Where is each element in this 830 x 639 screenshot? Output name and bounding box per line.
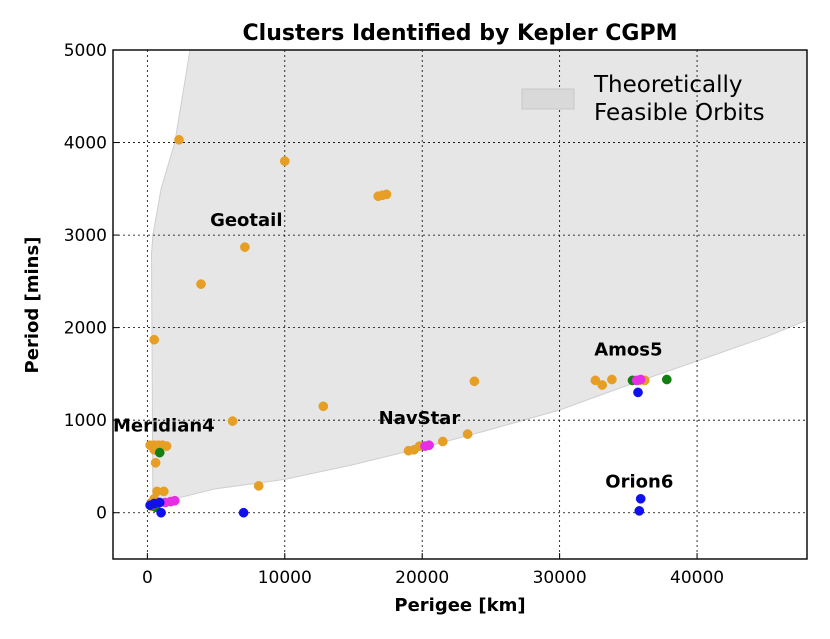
data-point-orange bbox=[462, 429, 473, 439]
data-point-orange bbox=[240, 242, 250, 252]
data-point-orange bbox=[227, 416, 238, 426]
data-point-orange bbox=[158, 486, 169, 497]
x-tick-label: 0 bbox=[142, 568, 153, 588]
data-point-orange bbox=[437, 436, 448, 447]
legend-swatch bbox=[521, 88, 575, 110]
data-point-blue bbox=[634, 506, 645, 516]
chart-title: Clusters Identified by Kepler CGPM bbox=[243, 21, 678, 46]
x-tick-label: 10000 bbox=[258, 568, 312, 588]
data-point-blue bbox=[635, 493, 646, 504]
x-axis-label: Perigee [km] bbox=[394, 595, 525, 616]
data-point-blue bbox=[145, 500, 155, 511]
plot-frame bbox=[112, 49, 808, 560]
y-tick-label: 0 bbox=[96, 504, 107, 524]
data-point-orange bbox=[253, 481, 264, 491]
x-tick-label: 30000 bbox=[533, 568, 587, 588]
point-layer bbox=[145, 134, 672, 518]
data-point-green bbox=[661, 374, 672, 385]
y-tick-label: 4000 bbox=[64, 134, 107, 154]
data-point-orange bbox=[318, 401, 329, 412]
data-point-orange bbox=[590, 375, 601, 386]
data-point-magenta bbox=[424, 440, 434, 451]
data-point-blue bbox=[156, 507, 166, 518]
data-point-orange bbox=[279, 156, 290, 166]
tick-layer: 0 10000 20000 30000 40000 0 1000 2000 3000 4000 50… bbox=[64, 41, 724, 588]
data-point-magenta bbox=[635, 374, 646, 385]
legend-label-line2: Feasible Orbits bbox=[594, 100, 765, 126]
y-tick-label: 1000 bbox=[64, 411, 107, 431]
annotation-meridian4: Meridian4 bbox=[113, 415, 215, 436]
data-point-orange bbox=[607, 374, 617, 385]
data-point-orange bbox=[174, 134, 184, 145]
annotation-geotail: Geotail bbox=[210, 210, 282, 231]
y-axis-label: Period [mins] bbox=[22, 237, 43, 374]
data-point-orange bbox=[196, 279, 206, 289]
data-point-blue bbox=[633, 387, 643, 398]
y-tick-label: 5000 bbox=[64, 41, 107, 61]
y-tick-label: 2000 bbox=[64, 319, 107, 339]
data-point-orange bbox=[597, 380, 608, 390]
data-point-blue bbox=[154, 497, 165, 508]
data-point-orange bbox=[149, 334, 160, 345]
legend-label-line1: Theoretically bbox=[593, 72, 743, 98]
data-point-orange bbox=[469, 376, 480, 387]
annotation-orion6: Orion6 bbox=[605, 472, 673, 493]
annotation-amos5: Amos5 bbox=[594, 339, 662, 360]
x-tick-label: 20000 bbox=[395, 568, 449, 588]
y-tick-label: 3000 bbox=[64, 226, 107, 246]
data-point-orange bbox=[150, 457, 161, 468]
annotation-navstar: NavStar bbox=[379, 408, 461, 429]
data-point-magenta bbox=[169, 495, 180, 506]
data-point-orange bbox=[381, 189, 392, 200]
annotation-layer: Geotail Meridian4 NavStar Amos5 Orion6 bbox=[113, 210, 673, 493]
legend: Theoretically Feasible Orbits bbox=[521, 72, 765, 126]
x-tick-label: 40000 bbox=[670, 568, 724, 588]
data-point-green bbox=[154, 447, 165, 458]
data-point-blue bbox=[238, 507, 249, 518]
data-point-orange bbox=[161, 441, 172, 451]
